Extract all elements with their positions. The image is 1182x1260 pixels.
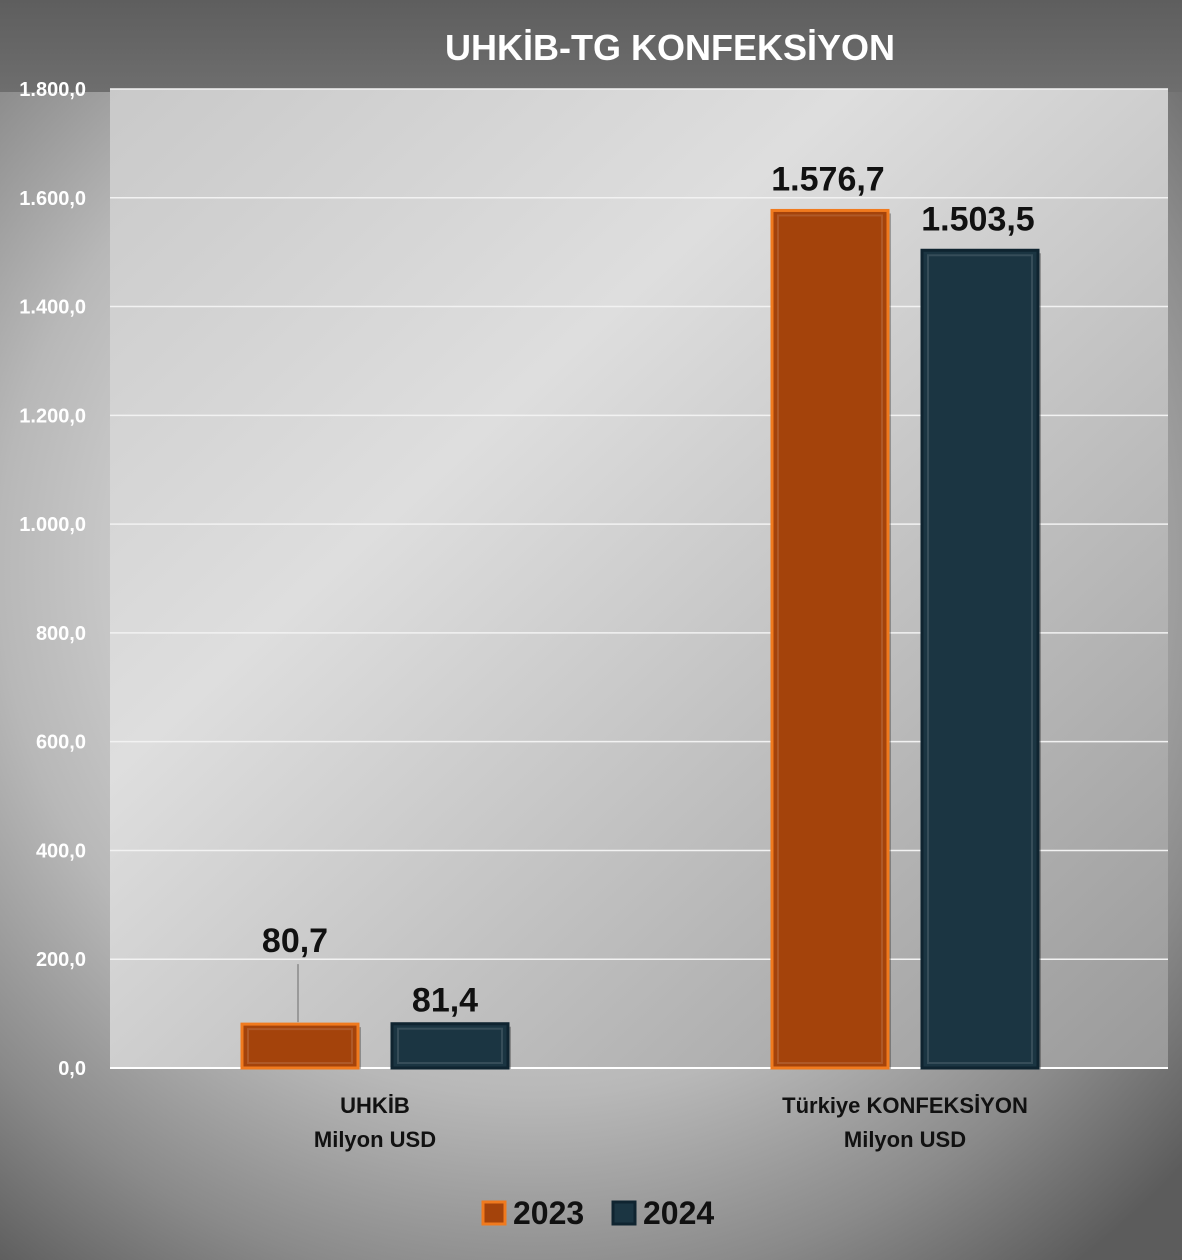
title-band xyxy=(0,0,1182,92)
bar-2024-1 xyxy=(920,248,1040,1070)
data-label-2024-1: 1.503,5 xyxy=(921,200,1034,238)
data-labels: 80,7 1.576,7 81,4 1.503,5 xyxy=(262,160,1035,1023)
bar-bevel xyxy=(777,214,883,1065)
bar-bevel xyxy=(247,1028,353,1064)
y-tick-label: 0,0 xyxy=(58,1058,86,1080)
category-label: Türkiye KONFEKSİYON xyxy=(782,1093,1028,1118)
legend-swatch-2023 xyxy=(481,1200,507,1226)
legend-label-2023: 2023 xyxy=(513,1195,584,1231)
legend: 2023 2024 xyxy=(481,1195,714,1231)
y-tick-label: 1.200,0 xyxy=(19,405,86,427)
legend-swatch-2024 xyxy=(611,1200,637,1226)
y-tick-label: 1.000,0 xyxy=(19,514,86,536)
category-label: UHKİB xyxy=(340,1093,410,1118)
category-label: Milyon USD xyxy=(844,1127,966,1152)
data-label-2024-0: 81,4 xyxy=(412,982,478,1020)
y-tick-label: 1.800,0 xyxy=(19,79,86,101)
y-tick-label: 600,0 xyxy=(36,732,86,754)
legend-label-2024: 2024 xyxy=(643,1195,714,1231)
bar-bevel xyxy=(927,254,1033,1064)
bars xyxy=(240,208,1041,1070)
data-label-2023-0: 80,7 xyxy=(262,922,328,960)
y-tick-label: 400,0 xyxy=(36,840,86,862)
y-tick-label: 1.600,0 xyxy=(19,188,86,210)
y-tick-label: 1.400,0 xyxy=(19,297,86,319)
bar-2023-1 xyxy=(770,208,890,1070)
category-labels: UHKİB Milyon USD Türkiye KONFEKSİYON Milyon… xyxy=(314,1093,1028,1152)
bar-2024-0 xyxy=(390,1022,510,1070)
y-tick-label: 800,0 xyxy=(36,623,86,645)
chart-title: UHKİB-TG KONFEKSİYON xyxy=(445,27,895,68)
category-label: Milyon USD xyxy=(314,1127,436,1152)
y-tick-label: 200,0 xyxy=(36,949,86,971)
data-label-2023-1: 1.576,7 xyxy=(771,160,884,198)
bar-bevel xyxy=(397,1027,503,1064)
y-axis-ticks: 0,0 200,0 400,0 600,0 800,0 1.000,0 1.200,0 1.4… xyxy=(19,79,86,1080)
bar-2023-0 xyxy=(240,1022,360,1070)
